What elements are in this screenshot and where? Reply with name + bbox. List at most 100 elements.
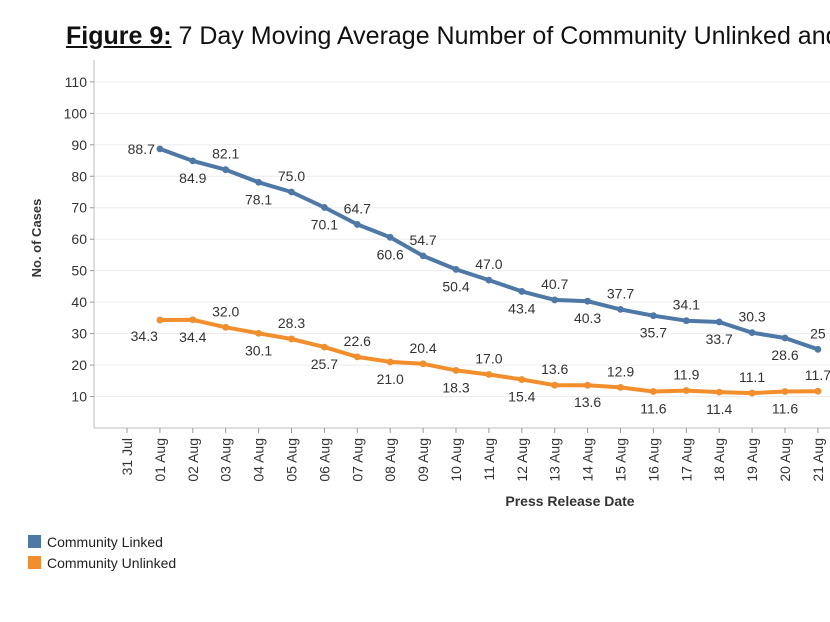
- x-tick-label: 10 Aug: [448, 438, 464, 482]
- data-point-unlinked: [814, 387, 822, 395]
- data-label-linked: 88.7: [128, 141, 155, 157]
- data-point-unlinked: [189, 316, 197, 324]
- data-point-linked: [518, 288, 526, 295]
- data-label-linked: 84.9: [179, 170, 206, 186]
- data-label-unlinked: 15.4: [508, 389, 535, 405]
- y-tick-label: 110: [65, 74, 88, 90]
- x-tick-label: 02 Aug: [185, 438, 201, 482]
- data-label-linked: 60.6: [377, 246, 404, 262]
- data-label-unlinked: 11.7: [805, 367, 830, 383]
- data-label-linked: 37.7: [607, 285, 634, 301]
- data-label-linked: 82.1: [212, 146, 239, 162]
- line-chart: 10 20 30 40 50 60 70 80 90 100 110 31 Jul 01 Aug 02 A…: [29, 60, 830, 509]
- data-label-unlinked: 11.6: [640, 400, 666, 416]
- x-tick-label: 04 Aug: [251, 438, 267, 482]
- x-tick-label: 09 Aug: [415, 438, 431, 482]
- data-label-unlinked: 13.6: [541, 361, 568, 377]
- data-label-linked: 25: [810, 325, 826, 341]
- data-point-linked: [748, 329, 756, 337]
- data-point-unlinked: [715, 388, 723, 396]
- x-tick-label: 20 Aug: [777, 438, 793, 482]
- data-point-linked: [321, 204, 328, 211]
- data-point-linked: [584, 297, 591, 305]
- y-tick-label: 50: [71, 263, 87, 279]
- y-tick-label: 90: [71, 137, 87, 153]
- y-tick-label: 60: [71, 231, 87, 247]
- data-point-unlinked: [288, 335, 295, 343]
- data-label-linked: 64.7: [344, 200, 371, 216]
- data-label-unlinked: 21.0: [377, 371, 404, 387]
- data-point-unlinked: [650, 388, 657, 395]
- data-label-linked: 33.7: [706, 331, 733, 347]
- y-tick-label: 70: [71, 200, 87, 216]
- data-point-linked: [715, 318, 723, 326]
- data-label-unlinked: 11.9: [673, 367, 699, 383]
- data-point-linked: [353, 221, 361, 228]
- legend-swatch-unlinked: [28, 556, 41, 569]
- data-label-unlinked: 11.6: [772, 400, 798, 416]
- data-point-unlinked: [156, 316, 164, 324]
- x-tick-label: 05 Aug: [284, 438, 300, 482]
- figure-number: Figure 9:: [66, 22, 172, 50]
- data-label-linked: 40.7: [541, 276, 568, 292]
- data-label-linked: 54.7: [409, 232, 436, 248]
- x-tick-label: 14 Aug: [580, 438, 596, 482]
- data-label-unlinked: 20.4: [409, 340, 436, 356]
- x-tick-label: 19 Aug: [744, 438, 760, 482]
- data-label-unlinked: 13.6: [574, 394, 601, 410]
- data-point-unlinked: [255, 329, 262, 337]
- data-point-unlinked: [419, 360, 427, 368]
- x-tick-label: 11 Aug: [481, 438, 497, 481]
- data-point-linked: [288, 188, 295, 196]
- x-tick-label: 18 Aug: [711, 438, 727, 482]
- data-label-linked: 70.1: [311, 216, 338, 232]
- data-label-linked: 40.3: [574, 310, 601, 326]
- data-point-unlinked: [584, 381, 591, 389]
- data-label-linked: 35.7: [640, 325, 667, 341]
- y-tick-label: 80: [71, 168, 87, 184]
- x-axis-title: Press Release Date: [505, 493, 634, 509]
- data-label-unlinked: 25.7: [311, 356, 338, 372]
- data-label-unlinked: 30.1: [245, 342, 272, 358]
- x-tick-label: 31 Jul: [119, 438, 135, 475]
- data-point-linked: [781, 334, 789, 342]
- legend: Community Linked Community Unlinked: [28, 531, 176, 573]
- legend-label-linked: Community Linked: [47, 533, 163, 550]
- y-tick-label: 40: [71, 294, 87, 310]
- data-point-unlinked: [386, 358, 394, 366]
- data-label-unlinked: 34.4: [179, 329, 206, 345]
- data-point-linked: [650, 312, 657, 320]
- x-tick-label: 21 Aug: [810, 438, 826, 482]
- legend-item-unlinked: Community Unlinked: [28, 552, 176, 573]
- data-point-unlinked: [485, 371, 493, 378]
- x-tick-label: 15 Aug: [613, 438, 629, 482]
- chart-title: Figure 9: 7 Day Moving Average Number of…: [66, 22, 830, 51]
- legend-label-unlinked: Community Unlinked: [47, 554, 177, 571]
- data-point-unlinked: [748, 389, 756, 397]
- x-tick-label: 01 Aug: [152, 438, 168, 482]
- data-label-unlinked: 17.0: [475, 351, 502, 367]
- data-point-unlinked: [682, 387, 690, 394]
- data-label-unlinked: 32.0: [212, 303, 239, 319]
- figure-caption: 7 Day Moving Average Number of Community…: [178, 22, 830, 50]
- data-point-linked: [617, 305, 624, 313]
- data-label-unlinked: 11.1: [739, 369, 765, 385]
- y-tick-label: 30: [71, 326, 87, 342]
- data-point-linked: [485, 276, 493, 284]
- data-point-unlinked: [222, 323, 230, 331]
- y-tick-label: 100: [64, 105, 88, 121]
- legend-swatch-linked: [28, 535, 41, 548]
- data-point-unlinked: [617, 384, 624, 391]
- data-label-linked: 75.0: [278, 168, 305, 184]
- x-tick-label: 08 Aug: [382, 438, 398, 482]
- data-label-linked: 43.4: [508, 300, 535, 316]
- data-point-linked: [255, 178, 262, 186]
- data-point-unlinked: [781, 388, 789, 395]
- data-point-linked: [189, 157, 197, 165]
- data-point-linked: [156, 145, 164, 153]
- data-label-unlinked: 11.4: [706, 401, 732, 417]
- x-tick-label: 03 Aug: [218, 438, 234, 482]
- data-label-linked: 50.4: [442, 278, 469, 294]
- data-point-unlinked: [518, 376, 526, 383]
- legend-item-linked: Community Linked: [28, 531, 176, 552]
